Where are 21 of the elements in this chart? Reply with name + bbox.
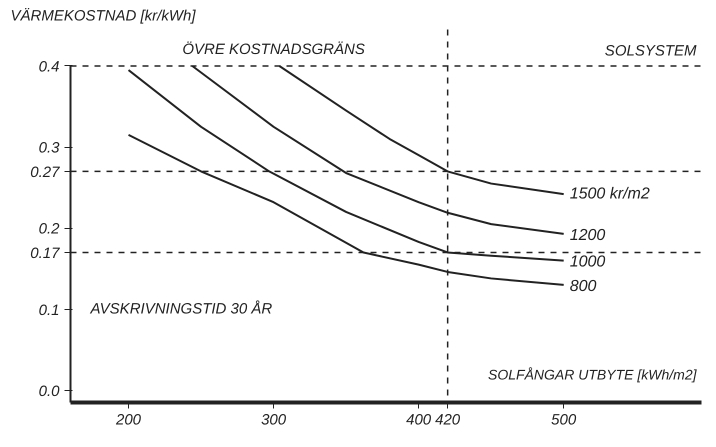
ref-line-label: ÖVRE KOSTNADSGRÄNS: [182, 40, 365, 58]
series-label: 800: [570, 278, 596, 295]
x-tick-label: 420: [435, 412, 461, 428]
y-tick-label: 0.0: [38, 382, 60, 400]
x-tick-label: 400: [406, 412, 432, 428]
x-tick-label: 500: [551, 412, 577, 428]
y-tick-label: 0.4: [38, 58, 60, 76]
y-tick-label: 0.3: [38, 140, 60, 157]
x-tick-label: 300: [261, 412, 287, 428]
series-label: 1000: [570, 254, 606, 271]
y-tick-label: 0.17: [30, 244, 60, 262]
y-tick-label: 0.2: [38, 220, 60, 238]
y-tick-label: 0.27: [30, 164, 60, 181]
x-tick-label: 200: [115, 412, 142, 428]
y-axis-title: VÄRMEKOSTNAD [kr/kWh]: [10, 8, 196, 24]
annotation: SOLSYSTEM: [604, 42, 698, 60]
series-label: 1200: [570, 226, 606, 244]
annotation: AVSKRIVNINGSTID 30 ÅR: [90, 299, 272, 318]
x-axis-title: SOLFÅNGAR UTBYTE [kWh/m2]: [488, 366, 698, 382]
series-label: 1500 kr/m2: [570, 186, 650, 203]
y-tick-label: 0.1: [38, 302, 60, 319]
